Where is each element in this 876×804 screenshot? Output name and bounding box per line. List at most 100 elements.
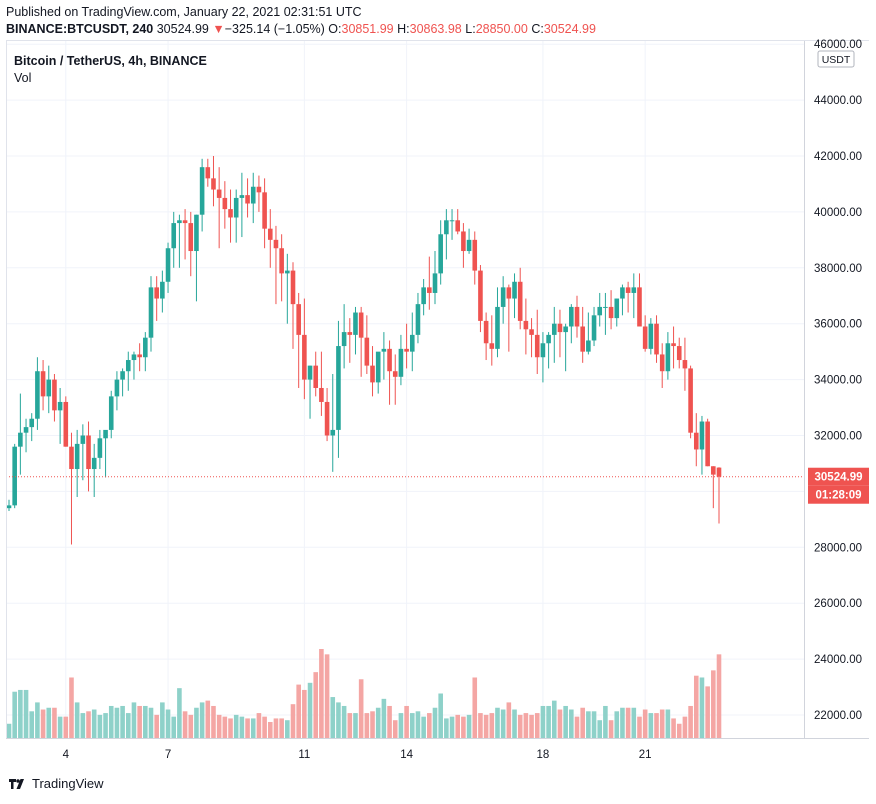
volume-bar [91, 709, 97, 738]
volume-bar [324, 654, 330, 738]
candle-body [699, 421, 705, 450]
candle-body [239, 195, 245, 198]
volume-bar [472, 677, 478, 738]
volume-bar [233, 714, 239, 738]
volume-bar [563, 705, 568, 738]
candle-body [336, 346, 341, 430]
volume-bar [415, 711, 421, 738]
candle-body [267, 228, 273, 240]
volume-bar [319, 649, 324, 738]
open-label: O: [328, 22, 342, 36]
y-tick-label: 24000.00 [814, 654, 862, 666]
last-price-badge [808, 467, 869, 486]
volume-bar [239, 716, 245, 738]
candle-body [540, 343, 546, 358]
candle-body [228, 209, 233, 218]
candle-body [279, 248, 284, 274]
volume-bar [341, 705, 347, 738]
candle-body [546, 334, 551, 344]
volume-bar [336, 702, 341, 738]
close-value: 30524.99 [543, 22, 596, 36]
volume-bar [665, 709, 671, 738]
candle-body [637, 287, 642, 327]
volume-bar [80, 713, 86, 738]
candle-body [330, 429, 336, 436]
volume-bar [143, 705, 148, 738]
volume-bar [427, 713, 432, 738]
candle-body [103, 429, 108, 439]
currency-label: USDT [822, 54, 851, 66]
candle-body [529, 329, 534, 335]
candle-body [614, 298, 620, 319]
candle-body [86, 435, 91, 470]
candle-body [705, 421, 710, 467]
volume-bar [540, 705, 546, 738]
candle-body [273, 239, 279, 249]
volume-bar [313, 672, 319, 738]
volume-bar [500, 709, 506, 738]
volume-bar [97, 714, 103, 738]
candle-body [671, 343, 676, 347]
candle-body [205, 167, 211, 179]
y-tick-label: 44000.00 [814, 95, 862, 107]
volume-bar [375, 707, 381, 738]
x-tick-label: 21 [639, 749, 652, 761]
volume-bar [409, 713, 415, 738]
candle-body [500, 287, 506, 307]
volume-bar [194, 707, 199, 738]
candle-body [46, 379, 52, 397]
candle-body [307, 365, 313, 380]
volume-bar [614, 711, 620, 738]
volume-bar [529, 714, 534, 738]
volume-bar [688, 705, 693, 738]
candle-body [455, 220, 461, 232]
volume-bar [23, 689, 29, 738]
candle-body [716, 467, 722, 477]
candle-body [461, 231, 466, 252]
candle-body [631, 287, 637, 293]
volume-bar [114, 707, 120, 738]
volume-bar [137, 705, 142, 738]
volume-bar [404, 705, 409, 738]
volume-bar [171, 716, 177, 738]
candle-body [347, 332, 353, 335]
candle-body [74, 443, 80, 470]
volume-bar [177, 688, 182, 738]
x-tick-label: 18 [537, 749, 550, 761]
candle-body [415, 304, 421, 335]
candle-body [324, 401, 330, 436]
candle-body [80, 435, 86, 444]
volume-bar [165, 709, 171, 738]
volume-bar [358, 679, 364, 738]
candle-body [654, 323, 659, 355]
volume-bar [608, 720, 614, 738]
volume-bar [120, 705, 125, 738]
volume-bar [705, 686, 710, 738]
candle-body [290, 270, 296, 305]
volume-bar [455, 714, 461, 738]
legend-title: Bitcoin / TetherUS, 4h, BINANCE [14, 54, 207, 68]
volume-bar [148, 707, 154, 738]
candle-body [148, 287, 154, 338]
candle-body [642, 326, 648, 349]
price-chart[interactable]: 22000.0024000.0026000.0028000.0030000.00… [0, 0, 876, 770]
volume-bar [307, 682, 313, 738]
legend-vol-label: Vol [14, 71, 31, 85]
candle-body [665, 343, 671, 372]
volume-bar [267, 721, 273, 738]
candle-body [222, 197, 228, 210]
tradingview-branding[interactable]: TradingView [8, 776, 104, 791]
volume-bar [591, 711, 597, 738]
candle-body [177, 220, 182, 224]
candle-body [387, 348, 392, 372]
last-price-value: 30524.99 [156, 22, 209, 36]
last-price-badge-label: 30524.99 [815, 472, 863, 484]
volume-bar [69, 677, 74, 738]
y-tick-label: 40000.00 [814, 207, 862, 219]
candle-body [421, 287, 426, 305]
candle-body [438, 234, 443, 274]
volume-bar [216, 714, 222, 738]
y-tick-label: 36000.00 [814, 319, 862, 331]
candle-body [29, 418, 35, 428]
volume-bar [364, 713, 370, 738]
